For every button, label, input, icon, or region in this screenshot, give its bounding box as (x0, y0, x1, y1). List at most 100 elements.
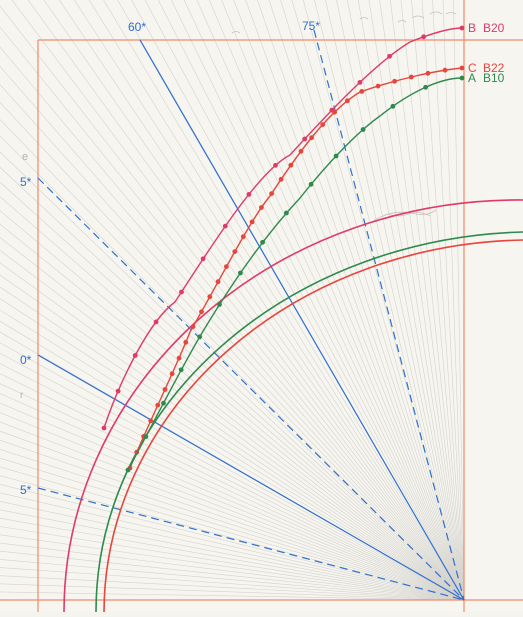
radial-ray (0, 166, 465, 601)
radial-ray (314, 0, 465, 601)
radial-ray (0, 210, 465, 601)
radial-ray (0, 352, 465, 601)
radial-ray (43, 0, 465, 601)
curve-point (320, 122, 326, 127)
curve-point (161, 400, 166, 406)
radial-ray (0, 383, 465, 601)
radial-ray (0, 135, 465, 601)
radial-ray (0, 262, 465, 601)
radial-ray (0, 457, 465, 601)
radial-ray (144, 0, 465, 601)
curve-point (269, 191, 274, 197)
pencil-ticks (231, 11, 457, 223)
angle-line-75 (313, 29, 465, 601)
curve-point (298, 148, 304, 154)
curve-point (125, 467, 131, 473)
radial-ray (0, 223, 465, 601)
pencil-mark (429, 11, 443, 15)
curve-point (224, 264, 229, 269)
radial-ray (0, 559, 465, 601)
curve-letter-c: C (468, 61, 477, 75)
curve-point (200, 256, 206, 262)
curve-b22 (127, 65, 465, 471)
curve-point (132, 353, 138, 358)
curve-point (284, 210, 289, 216)
radial-ray (357, 0, 465, 601)
radial-ray (0, 591, 465, 601)
radial-ray (0, 421, 465, 601)
radial-ray (0, 501, 465, 601)
curve-point (183, 339, 189, 345)
curve-letter-a: A (468, 71, 476, 85)
radial-ray (368, 0, 465, 601)
radial-ray (0, 448, 465, 601)
radial-ray (27, 0, 465, 601)
radial-ray (0, 26, 465, 601)
radial-ray (0, 84, 465, 601)
curve-point (246, 192, 252, 197)
radial-ray (0, 363, 465, 601)
radial-ray (0, 542, 465, 601)
curve-point (423, 84, 428, 90)
angle-line-30 (37, 354, 465, 601)
curve-point (302, 136, 308, 142)
label-left-15: 5* (20, 483, 32, 497)
curve-point (333, 153, 339, 159)
radial-ray (0, 373, 465, 601)
pencil-mark (359, 17, 369, 20)
radial-ray (0, 274, 465, 601)
curve-point (153, 319, 159, 325)
curve-name-b20: B20 (483, 21, 505, 35)
radial-ray (233, 0, 465, 601)
angle-lines (37, 29, 465, 601)
radial-ray (0, 492, 465, 601)
curve-point (459, 75, 465, 81)
radial-ray (302, 0, 465, 601)
radial-ray (453, 0, 465, 601)
arc-green (95, 231, 523, 613)
radial-ray (0, 119, 465, 601)
curve-point (240, 234, 246, 240)
radial-ray (103, 0, 465, 601)
radial-ray (0, 320, 465, 601)
curve-point (238, 270, 243, 276)
radial-ray (0, 286, 465, 601)
radial-ray (0, 466, 465, 601)
curve-point (308, 181, 314, 187)
radial-ray (11, 0, 465, 601)
radial-ray (0, 575, 465, 601)
curve-point (332, 109, 337, 115)
arc-outer-pink (63, 199, 523, 613)
curve-point (421, 34, 426, 40)
radial-ray (336, 0, 465, 601)
curve-point (375, 83, 381, 89)
curve-point (459, 25, 465, 31)
radial-ray (0, 196, 465, 601)
pencil-mark (231, 31, 241, 34)
curve-point (392, 78, 397, 84)
reference-arcs (63, 199, 523, 613)
radial-ray (0, 298, 465, 601)
angle-line-45 (37, 177, 465, 601)
radial-ray (432, 0, 465, 601)
pencil-mark (397, 20, 407, 23)
radial-ray (0, 151, 465, 601)
curve-point (217, 302, 222, 307)
curve-point (390, 103, 396, 109)
radial-ray (442, 0, 465, 601)
radial-ray (0, 5, 465, 601)
curve-point (288, 162, 294, 168)
radial-ray (0, 430, 465, 601)
curve-b10-line (127, 77, 463, 471)
curve-name-b10: B10 (483, 71, 505, 85)
radial-ray (0, 509, 465, 601)
radial-ray (157, 0, 465, 601)
curve-point (360, 127, 366, 132)
radial-ray (0, 101, 465, 601)
curve-name-b22: B22 (483, 61, 505, 75)
label-left-30: 0* (20, 353, 32, 367)
curve-point (190, 324, 196, 330)
